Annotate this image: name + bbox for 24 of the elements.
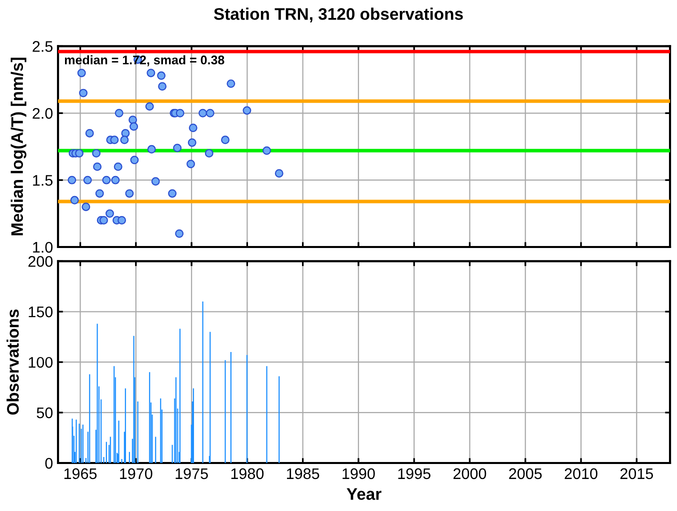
y-tick-label: 2.5 bbox=[32, 41, 53, 52]
x-tick-label: 1990 bbox=[342, 468, 375, 480]
x-tick-label: 2000 bbox=[454, 468, 486, 480]
x-tick-label: 2005 bbox=[509, 468, 542, 480]
x-tick-label: 2010 bbox=[564, 468, 598, 480]
x-tick-label: 1970 bbox=[120, 468, 152, 480]
y-tick-label: 50 bbox=[36, 407, 53, 418]
y-tick-label: 2.0 bbox=[32, 108, 53, 119]
x-tick-label: 1995 bbox=[398, 468, 430, 480]
y-tick-label: 150 bbox=[28, 306, 53, 318]
x-axis-title: Year bbox=[346, 488, 382, 500]
x-tick-label: 1975 bbox=[176, 468, 208, 480]
y-axis-title: Observations bbox=[6, 310, 19, 415]
x-tick-label: 1985 bbox=[286, 468, 320, 480]
x-tick-label: 2015 bbox=[620, 468, 653, 480]
y-tick-label: 1.5 bbox=[33, 175, 53, 186]
y-tick-label: 1.0 bbox=[33, 242, 53, 253]
y-tick-label: 200 bbox=[28, 256, 53, 267]
chart-title: Station TRN, 3120 observations bbox=[214, 8, 463, 22]
x-tick-label: 1980 bbox=[231, 468, 264, 480]
y-tick-label: 0 bbox=[45, 458, 53, 469]
x-tick-label: 1965 bbox=[64, 468, 97, 480]
y-axis-title: Median log(A/T) [nm/s] bbox=[10, 58, 26, 236]
y-tick-label: 100 bbox=[28, 356, 53, 368]
